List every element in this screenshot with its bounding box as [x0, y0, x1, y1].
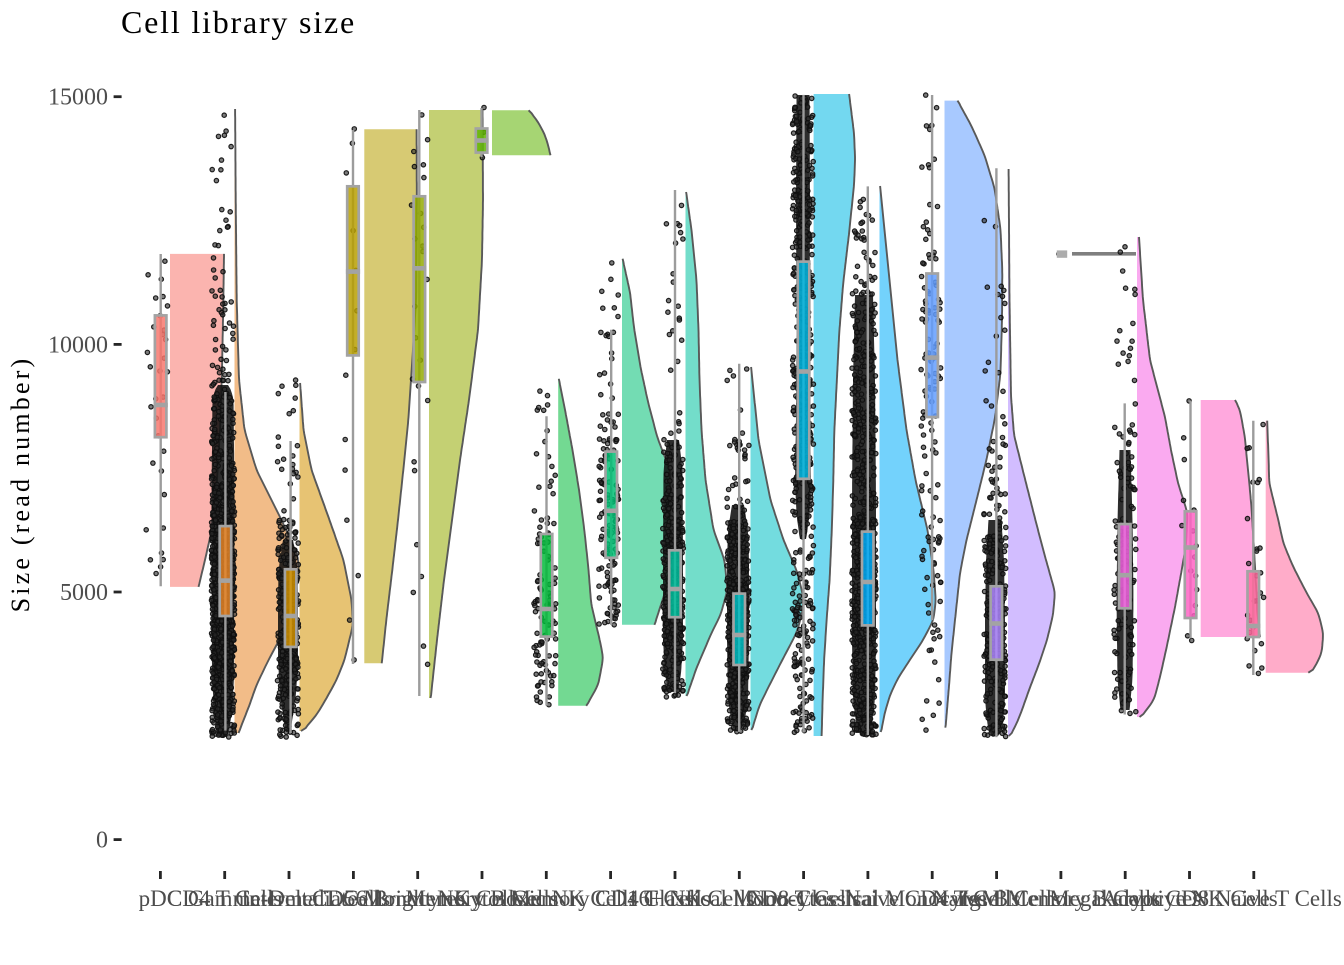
- svg-text:Cytotoxic NK Cells: Cytotoxic NK Cells: [455, 886, 638, 911]
- svg-text:10000: 10000: [48, 332, 108, 358]
- svg-text:Megakaryocytes: Megakaryocytes: [1049, 886, 1201, 911]
- svg-text:IgM Memory B Cells: IgM Memory B Cells: [962, 886, 1161, 911]
- svg-text:Gamma-Delta T Cells: Gamma-Delta T Cells: [188, 886, 390, 911]
- svg-text:CD56 Bright NK Cells: CD56 Bright NK Cells: [312, 886, 524, 911]
- svg-text:Classical Monocytes: Classical Monocytes: [644, 886, 835, 911]
- svg-text:pDC: pDC: [139, 886, 182, 911]
- svg-text:Cell library size: Cell library size: [121, 4, 356, 40]
- svg-text:0: 0: [96, 828, 108, 854]
- svg-text:CD8 Naive T Cells: CD8 Naive T Cells: [1166, 886, 1342, 911]
- svg-text:Adaptive NK Cells: Adaptive NK Cells: [1101, 886, 1277, 911]
- svg-text:CD8 T Cells: CD8 T Cells: [746, 886, 861, 911]
- svg-text:Non-Classical Monocytes: Non-Classical Monocytes: [749, 886, 987, 911]
- svg-text:Intermediate Monocytes: Intermediate Monocytes: [241, 886, 465, 911]
- svg-text:15000: 15000: [48, 85, 108, 111]
- svg-text:Naive CD4 T Cells: Naive CD4 T Cells: [844, 886, 1020, 911]
- svg-text:CD4 T Cells: CD4 T Cells: [167, 886, 282, 911]
- svg-text:Naive B Cells: Naive B Cells: [932, 886, 1061, 911]
- svg-text:Memory CD4 T Cells: Memory CD4 T Cells: [510, 886, 710, 911]
- svg-text:5000: 5000: [60, 580, 108, 606]
- svg-text:Size (read number): Size (read number): [6, 356, 35, 613]
- svg-text:Memory B Cells: Memory B Cells: [405, 886, 558, 911]
- svg-text:CD16+ NK Cells: CD16+ NK Cells: [595, 886, 755, 911]
